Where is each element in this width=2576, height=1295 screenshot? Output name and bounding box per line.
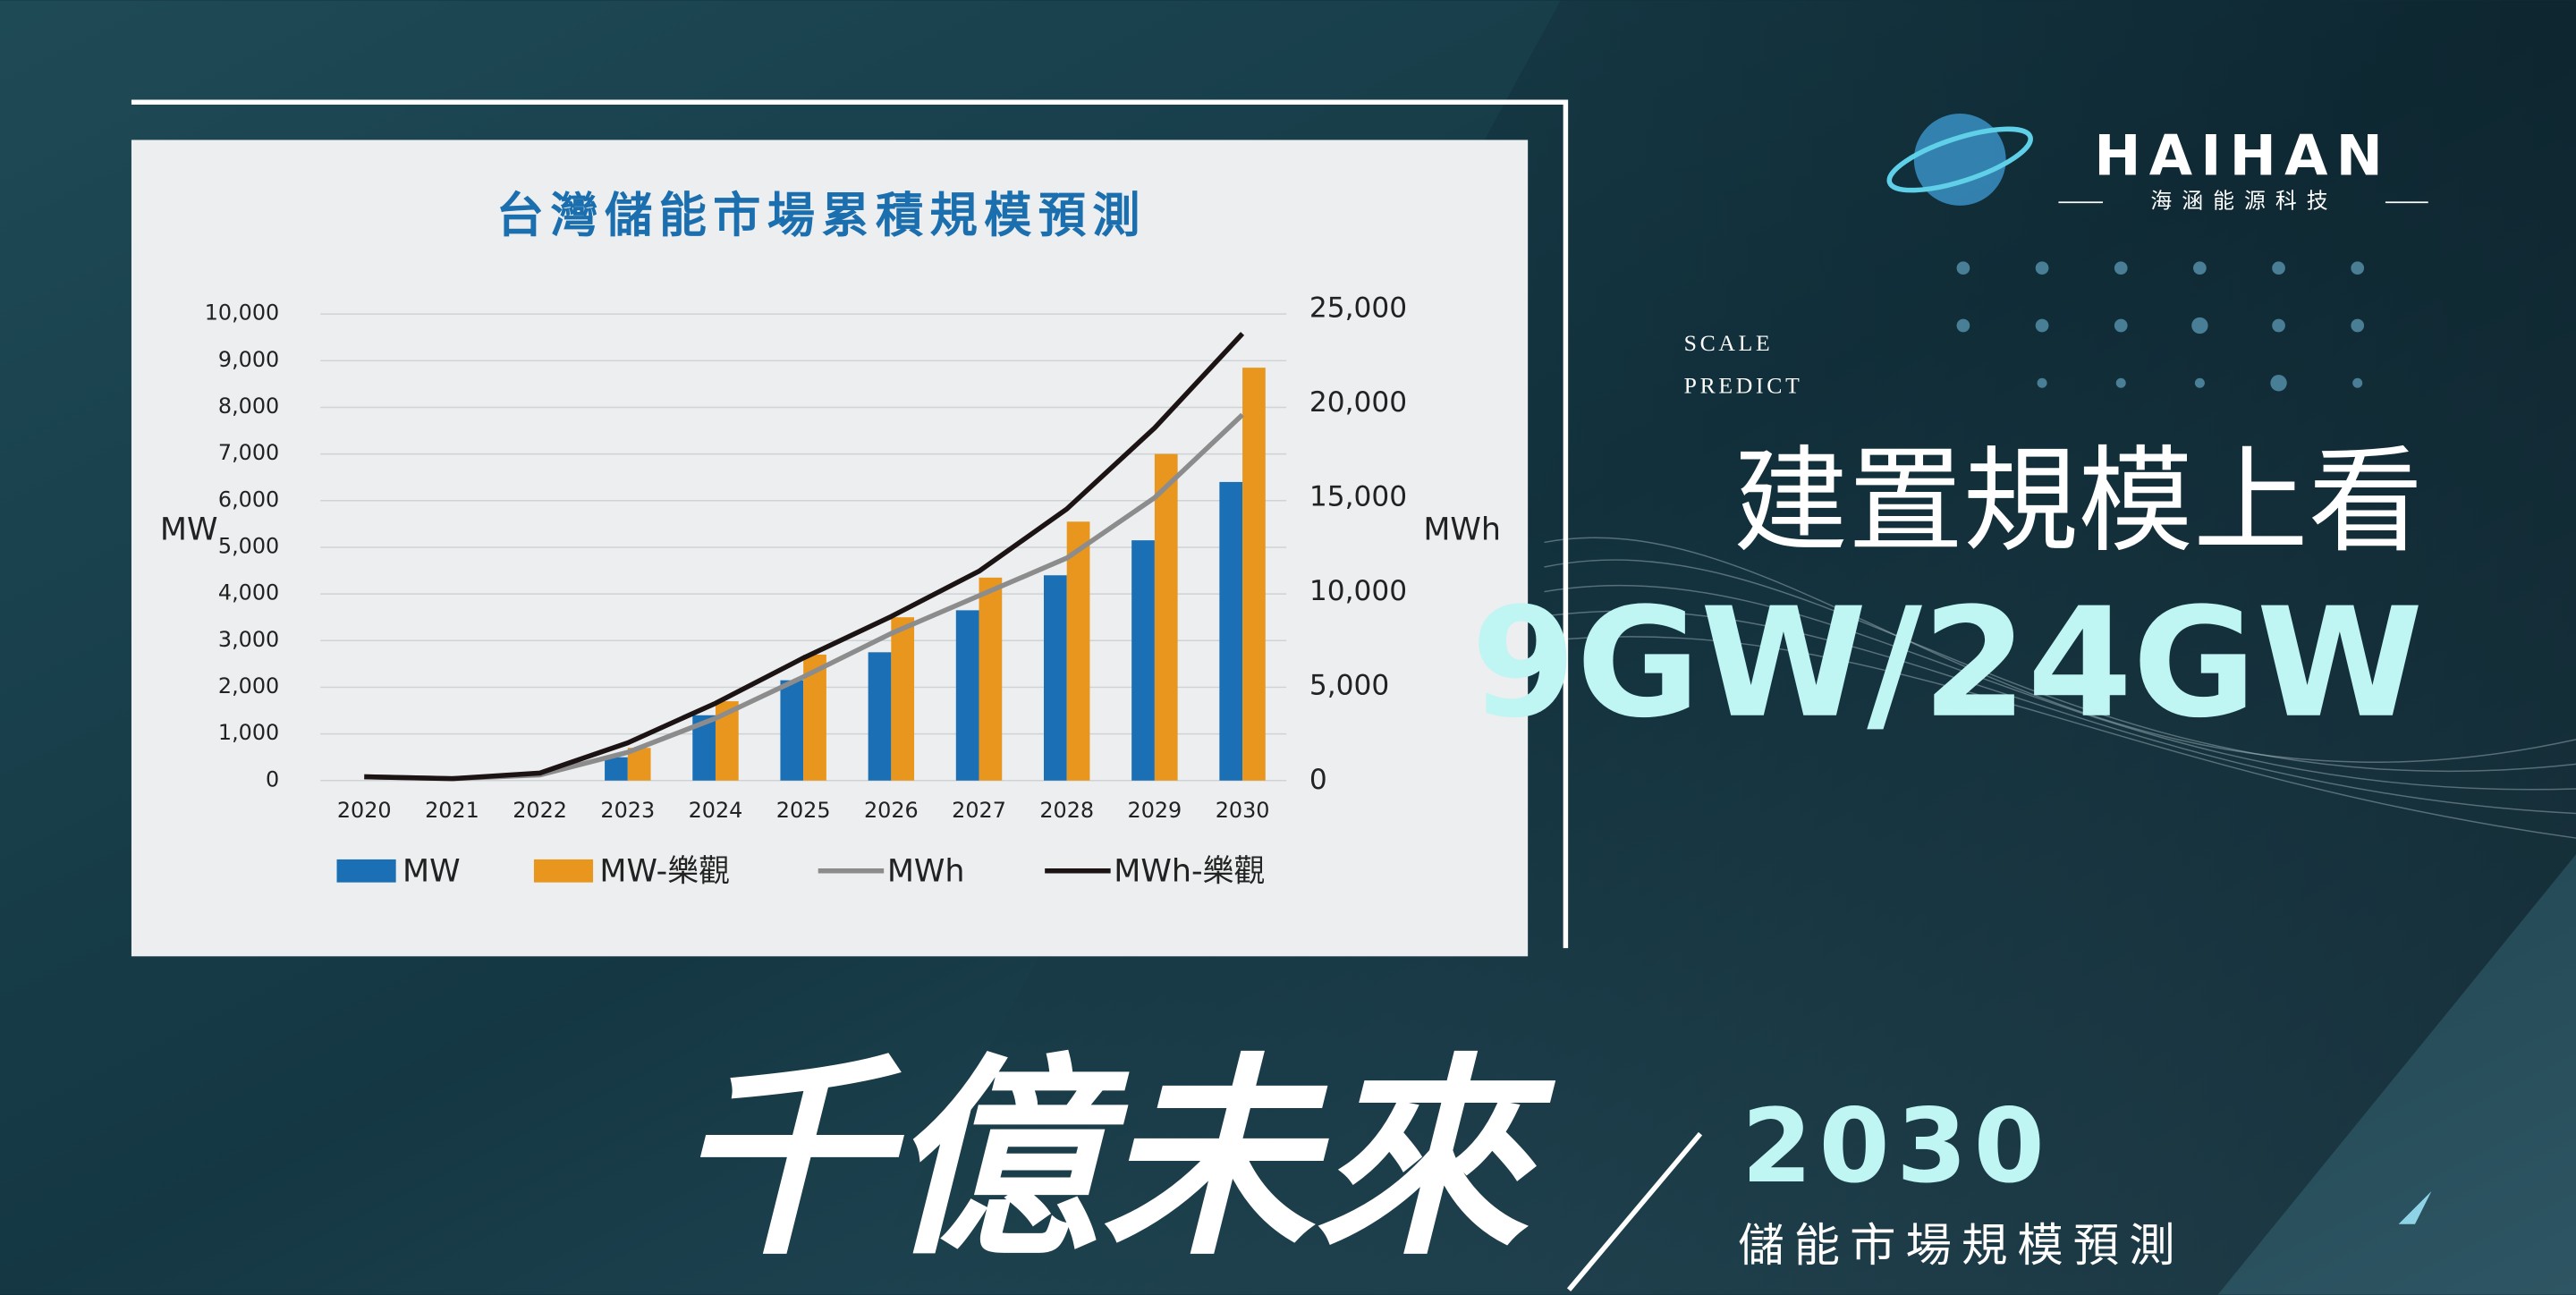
chart: 台灣儲能市場累積規模預測 MW MWh 0 1,000 2,000 3,000 4,00… — [160, 188, 1501, 889]
brand-name: HAIHAN — [2094, 123, 2391, 189]
x-tick-label: 2022 — [513, 798, 567, 823]
y2-tick-label: 10,000 — [1309, 575, 1407, 607]
bar — [891, 617, 915, 781]
frame — [131, 99, 1569, 949]
y-tick-label: 3,000 — [218, 627, 279, 652]
y2-tick-label: 15,000 — [1309, 480, 1407, 512]
y-tick-label: 6,000 — [218, 487, 279, 512]
chart-panel — [131, 140, 1529, 957]
bar — [1066, 521, 1090, 781]
y2-tick-label: 5,000 — [1309, 669, 1389, 701]
y-tick-label: 0 — [266, 766, 279, 791]
legend-label: MW — [402, 854, 461, 890]
bar — [868, 652, 892, 781]
x-tick-label: 2029 — [1128, 798, 1182, 823]
legend-label: MWh — [887, 854, 965, 890]
slogan: 千億未來 — [674, 1036, 1555, 1284]
legend-swatch — [533, 859, 594, 883]
legend-label: MWh-樂觀 — [1114, 854, 1265, 890]
y-tick-label: 10,000 — [205, 300, 280, 326]
y-tick-label: 7,000 — [218, 440, 279, 465]
tag: PREDICT — [1684, 373, 1803, 399]
y2-axis-label: MWh — [1423, 512, 1501, 548]
legend-label: MW-樂觀 — [599, 854, 730, 890]
bar — [1154, 453, 1178, 781]
y-tick-label: 8,000 — [218, 394, 279, 419]
x-tick-label: 2023 — [600, 798, 655, 823]
triangle — [2398, 1190, 2432, 1224]
bar — [1219, 481, 1243, 781]
headline-figure: 9GW/24GW — [1471, 575, 2424, 751]
line-series — [364, 332, 1245, 782]
bar — [979, 577, 1003, 781]
bar — [780, 680, 804, 781]
bar — [605, 757, 628, 781]
bar — [1131, 540, 1155, 781]
x-tick-label: 2025 — [776, 798, 831, 823]
slash — [1566, 1131, 1703, 1291]
y-tick-label: 1,000 — [218, 720, 279, 745]
x-tick-label: 2028 — [1039, 798, 1094, 823]
y-axis-label: MW — [160, 512, 218, 548]
shade — [854, 0, 2576, 1295]
y2-tick-label: 25,000 — [1309, 292, 1407, 325]
y2-tick-label: 20,000 — [1309, 386, 1407, 419]
x-tick-label: 2021 — [425, 798, 479, 823]
legend-swatch — [336, 859, 396, 883]
y-tick-label: 4,000 — [218, 580, 279, 605]
x-tick-label: 2024 — [689, 798, 743, 823]
bar — [1043, 575, 1067, 781]
brand-subtitle: 海涵能源科技 — [2150, 189, 2337, 214]
chart-title: 台灣儲能市場累積規模預測 — [496, 188, 1147, 243]
bar — [955, 610, 979, 781]
tag: SCALE — [1684, 330, 1774, 356]
y-tick-label: 9,000 — [218, 347, 279, 372]
y-tick-label: 2,000 — [218, 673, 279, 698]
x-tick-label: 2027 — [952, 798, 1006, 823]
headline-title: 建置規模上看 — [1733, 436, 2423, 569]
dot-grid — [1956, 261, 2365, 392]
footer-caption: 儲能市場規模預測 — [1738, 1219, 2184, 1273]
x-tick-label: 2030 — [1216, 798, 1270, 823]
x-tick-label: 2026 — [864, 798, 919, 823]
bar — [1242, 368, 1266, 781]
wave-lines — [1544, 537, 2576, 839]
logo — [1886, 114, 2033, 206]
y2-tick-label: 0 — [1309, 764, 1327, 796]
footer-year: 2030 — [1741, 1087, 2051, 1206]
x-tick-label: 2020 — [337, 798, 392, 823]
y-tick-label: 5,000 — [218, 533, 279, 558]
